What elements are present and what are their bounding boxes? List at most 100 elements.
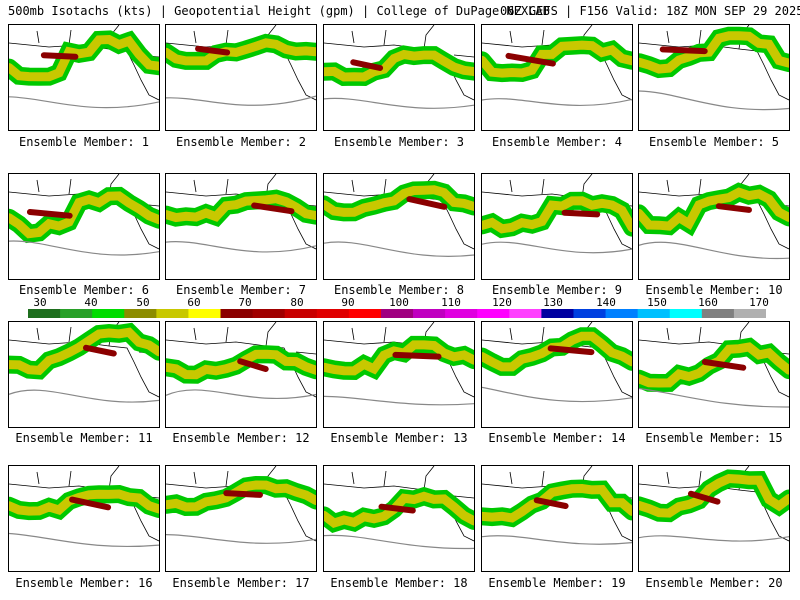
map-7 — [166, 174, 316, 253]
panel-label-19: Ensemble Member: 19 — [488, 576, 626, 590]
ensemble-panel-13 — [323, 321, 475, 428]
colorbar-swatch — [477, 309, 510, 318]
height-contour — [166, 533, 316, 544]
panel-label-15: Ensemble Member: 15 — [645, 431, 783, 445]
panel-label-7: Ensemble Member: 7 — [175, 283, 307, 297]
colorbar-tick-130: 130 — [543, 296, 563, 309]
height-contour — [639, 535, 789, 542]
map-13 — [324, 322, 474, 406]
colorbar-swatch — [28, 309, 61, 318]
map-3 — [324, 25, 474, 109]
panel-label-20: Ensemble Member: 20 — [645, 576, 783, 590]
colorbar-swatch — [541, 309, 574, 318]
colorbar — [28, 309, 766, 318]
panel-label-4: Ensemble Member: 4 — [491, 135, 623, 149]
map-title: 500mb Isotachs (kts) | Geopotential Heig… — [8, 4, 550, 18]
height-contour — [482, 386, 632, 403]
map-2 — [166, 25, 316, 106]
isotach-core — [482, 483, 632, 523]
colorbar-swatch — [124, 309, 157, 318]
jet-max — [223, 490, 263, 498]
jet-max — [715, 203, 752, 213]
isotach-core — [482, 40, 632, 78]
isotach-core — [639, 187, 789, 231]
map-5 — [639, 25, 789, 111]
colorbar-swatch — [92, 309, 125, 318]
panel-label-5: Ensemble Member: 5 — [648, 135, 780, 149]
colorbar-swatch — [156, 309, 189, 318]
ensemble-panel-4 — [481, 24, 633, 131]
ensemble-panel-12 — [165, 321, 317, 428]
ensemble-panel-9 — [481, 173, 633, 280]
ensemble-panel-18 — [323, 465, 475, 572]
ensemble-panel-19 — [481, 465, 633, 572]
ensemble-panel-10 — [638, 173, 790, 280]
map-12 — [166, 322, 316, 399]
colorbar-tick-160: 160 — [698, 296, 718, 309]
ensemble-panel-14 — [481, 321, 633, 428]
colorbar-swatch — [605, 309, 639, 318]
height-contour — [639, 241, 789, 260]
height-contour — [639, 90, 789, 111]
jet-max — [40, 52, 79, 60]
height-contour — [9, 240, 159, 256]
jet-max — [687, 490, 721, 505]
colorbar-swatch — [316, 309, 350, 318]
height-contour — [324, 534, 474, 550]
colorbar-tick-150: 150 — [647, 296, 667, 309]
coastline — [639, 174, 789, 250]
map-1 — [9, 25, 159, 109]
height-contour — [166, 240, 316, 253]
colorbar-tick-120: 120 — [492, 296, 512, 309]
isotach-core — [324, 340, 474, 376]
colorbar-swatch — [573, 309, 607, 318]
map-15 — [639, 322, 789, 408]
isotach-core — [9, 327, 159, 376]
ensemble-panel-3 — [323, 24, 475, 131]
colorbar-tick-50: 50 — [136, 296, 150, 309]
colorbar-swatch — [445, 309, 478, 318]
colorbar-swatch — [252, 309, 286, 318]
ensemble-panel-20 — [638, 465, 790, 572]
colorbar-swatch — [60, 309, 93, 318]
map-10 — [639, 174, 789, 260]
colorbar-swatch — [701, 309, 735, 318]
isotach-core — [166, 194, 316, 223]
valid-time: 06Z GEFS | F156 Valid: 18Z MON SEP 29 20… — [500, 4, 800, 18]
height-contour — [166, 95, 316, 106]
height-contour — [639, 387, 789, 408]
jet-max — [505, 52, 556, 67]
jet-max — [547, 345, 595, 356]
isotach-core — [324, 49, 474, 82]
ensemble-panel-2 — [165, 24, 317, 131]
isotach-core — [9, 34, 159, 82]
ensemble-panel-11 — [8, 321, 160, 428]
colorbar-swatch — [509, 309, 542, 318]
panel-label-9: Ensemble Member: 9 — [491, 283, 623, 297]
isotach-core — [639, 31, 789, 74]
height-contour — [9, 389, 159, 403]
colorbar-tick-110: 110 — [441, 296, 461, 309]
jet-max — [406, 196, 448, 210]
colorbar-tick-40: 40 — [84, 296, 98, 309]
panel-label-10: Ensemble Member: 10 — [645, 283, 783, 297]
colorbar-tick-100: 100 — [389, 296, 409, 309]
panel-label-13: Ensemble Member: 13 — [330, 431, 468, 445]
ensemble-panel-17 — [165, 465, 317, 572]
panel-label-16: Ensemble Member: 16 — [15, 576, 153, 590]
panel-label-2: Ensemble Member: 2 — [175, 135, 307, 149]
colorbar-swatch — [380, 309, 414, 318]
jet-max — [378, 503, 416, 514]
ensemble-panel-5 — [638, 24, 790, 131]
colorbar-swatch — [348, 309, 382, 318]
isotach-core — [639, 473, 789, 518]
panel-label-1: Ensemble Member: 1 — [18, 135, 150, 149]
height-contour — [324, 241, 474, 257]
colorbar-swatch — [220, 309, 254, 318]
map-18 — [324, 466, 474, 550]
isotach-core — [9, 489, 159, 516]
ensemble-panel-16 — [8, 465, 160, 572]
map-6 — [9, 174, 159, 256]
colorbar-swatch — [413, 309, 446, 318]
height-contour — [166, 389, 316, 399]
